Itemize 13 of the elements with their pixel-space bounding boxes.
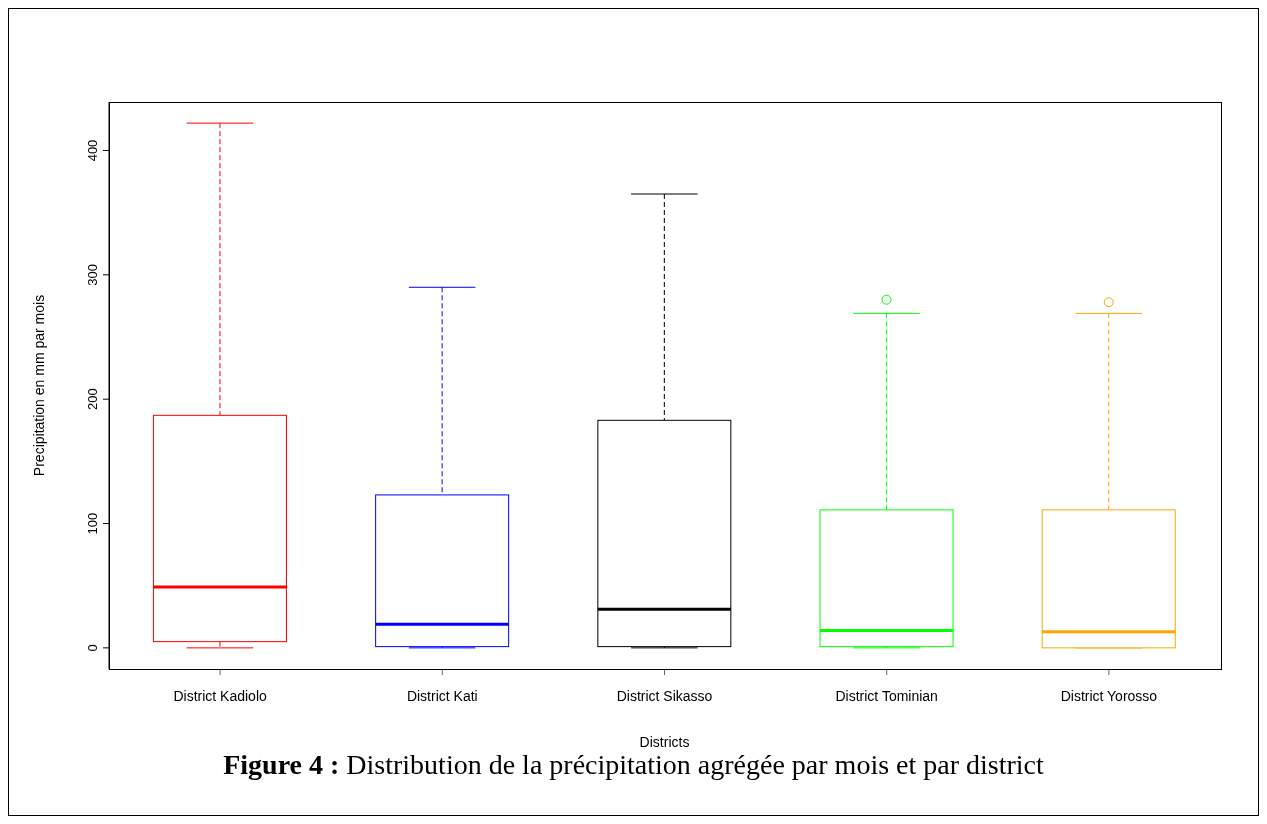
y-tick-label: 0	[85, 644, 100, 652]
x-tick-label: District Tominian	[835, 687, 938, 704]
x-tick-label: District Kadiolo	[173, 687, 267, 704]
y-tick-label: 100	[85, 512, 100, 535]
x-tick-label: District Kati	[406, 687, 478, 704]
x-tick-label: District Yorosso	[1060, 687, 1158, 704]
y-tick-label: 300	[85, 263, 100, 286]
y-axis-title: Precipitation en mm par mois	[30, 294, 47, 477]
y-tick-label: 200	[85, 388, 100, 411]
y-tick-label: 400	[85, 139, 100, 162]
text: Figure 4 : Distribution de la précipitation agrégée par mois et par district	[222, 749, 1045, 781]
x-axis-title: Districts	[639, 734, 690, 750]
x-tick-label: District Sikasso	[616, 687, 713, 704]
